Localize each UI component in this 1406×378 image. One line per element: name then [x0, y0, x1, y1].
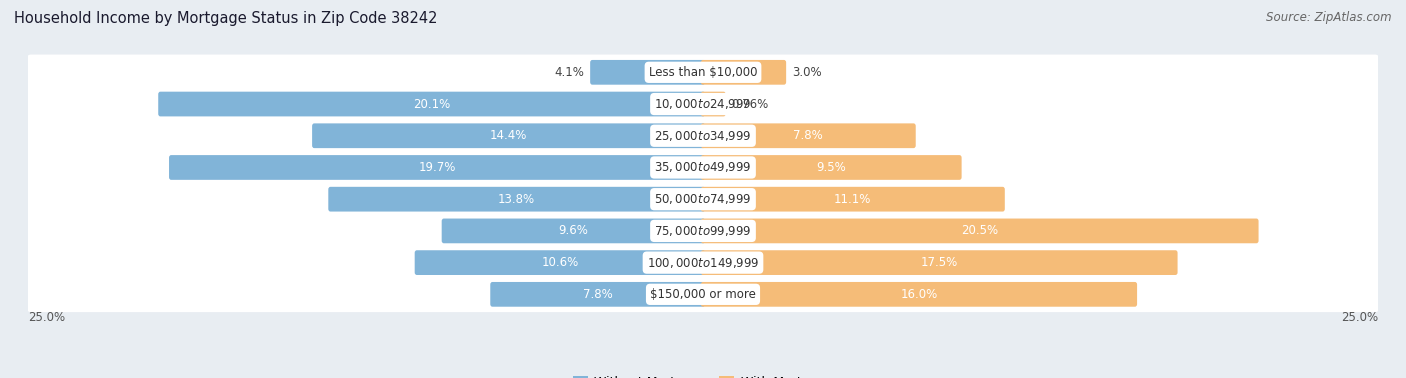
FancyBboxPatch shape — [700, 218, 1258, 243]
FancyBboxPatch shape — [700, 60, 786, 85]
Text: 11.1%: 11.1% — [834, 193, 872, 206]
FancyBboxPatch shape — [27, 245, 1379, 280]
FancyBboxPatch shape — [27, 213, 1379, 249]
Text: Household Income by Mortgage Status in Zip Code 38242: Household Income by Mortgage Status in Z… — [14, 11, 437, 26]
FancyBboxPatch shape — [329, 187, 706, 212]
Text: $25,000 to $34,999: $25,000 to $34,999 — [654, 129, 752, 143]
Text: 10.6%: 10.6% — [541, 256, 578, 269]
Text: 0.76%: 0.76% — [731, 98, 769, 110]
FancyBboxPatch shape — [27, 277, 1379, 312]
Legend: Without Mortgage, With Mortgage: Without Mortgage, With Mortgage — [569, 372, 837, 378]
Text: $10,000 to $24,999: $10,000 to $24,999 — [654, 97, 752, 111]
Text: 4.1%: 4.1% — [554, 66, 585, 79]
FancyBboxPatch shape — [312, 123, 706, 148]
FancyBboxPatch shape — [700, 282, 1137, 307]
Text: $100,000 to $149,999: $100,000 to $149,999 — [647, 256, 759, 270]
FancyBboxPatch shape — [159, 92, 706, 116]
Text: 9.5%: 9.5% — [817, 161, 846, 174]
Text: 16.0%: 16.0% — [900, 288, 938, 301]
Text: 25.0%: 25.0% — [28, 311, 65, 324]
FancyBboxPatch shape — [27, 150, 1379, 185]
Text: 14.4%: 14.4% — [489, 129, 527, 142]
Text: 17.5%: 17.5% — [921, 256, 957, 269]
Text: 25.0%: 25.0% — [1341, 311, 1378, 324]
Text: 3.0%: 3.0% — [792, 66, 821, 79]
Text: 20.5%: 20.5% — [962, 225, 998, 237]
Text: 20.1%: 20.1% — [413, 98, 450, 110]
FancyBboxPatch shape — [27, 54, 1379, 90]
FancyBboxPatch shape — [169, 155, 706, 180]
FancyBboxPatch shape — [415, 250, 706, 275]
Text: $75,000 to $99,999: $75,000 to $99,999 — [654, 224, 752, 238]
FancyBboxPatch shape — [591, 60, 706, 85]
Text: 9.6%: 9.6% — [558, 225, 588, 237]
Text: $35,000 to $49,999: $35,000 to $49,999 — [654, 161, 752, 175]
FancyBboxPatch shape — [700, 250, 1178, 275]
FancyBboxPatch shape — [27, 118, 1379, 153]
Text: 7.8%: 7.8% — [583, 288, 613, 301]
FancyBboxPatch shape — [700, 155, 962, 180]
Text: $150,000 or more: $150,000 or more — [650, 288, 756, 301]
Text: 13.8%: 13.8% — [498, 193, 536, 206]
FancyBboxPatch shape — [27, 86, 1379, 122]
FancyBboxPatch shape — [27, 181, 1379, 217]
Text: 19.7%: 19.7% — [419, 161, 456, 174]
Text: Source: ZipAtlas.com: Source: ZipAtlas.com — [1267, 11, 1392, 24]
FancyBboxPatch shape — [441, 218, 706, 243]
Text: Less than $10,000: Less than $10,000 — [648, 66, 758, 79]
FancyBboxPatch shape — [491, 282, 706, 307]
Text: $50,000 to $74,999: $50,000 to $74,999 — [654, 192, 752, 206]
FancyBboxPatch shape — [700, 123, 915, 148]
Text: 7.8%: 7.8% — [793, 129, 823, 142]
FancyBboxPatch shape — [700, 187, 1005, 212]
FancyBboxPatch shape — [700, 92, 725, 116]
